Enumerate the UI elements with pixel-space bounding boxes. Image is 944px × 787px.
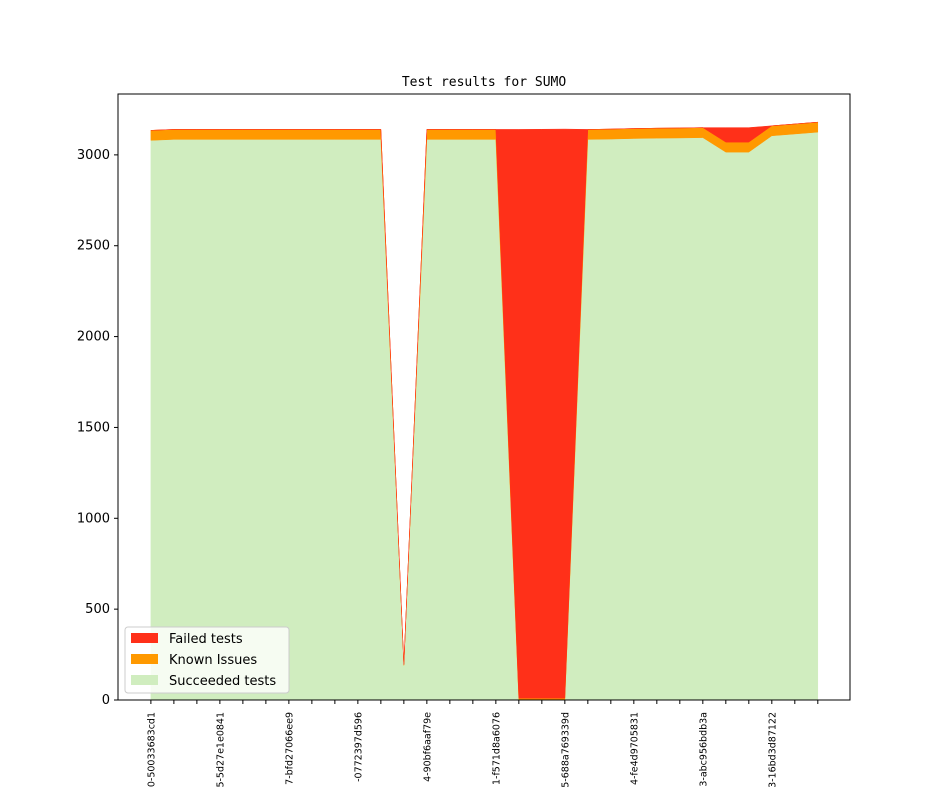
x-tick-label: 3-16bd3d87122 (767, 712, 778, 787)
legend-label-succeeded: Succeeded tests (169, 674, 276, 689)
area-succeeded-tests (150, 131, 819, 701)
y-tick-label: 1500 (77, 420, 110, 435)
y-tick-label: 0 (102, 693, 110, 708)
y-tick-label: 500 (85, 602, 110, 617)
x-tick-label: 5-5d27e1e0841 (215, 712, 226, 787)
legend-swatch-failed (131, 633, 158, 643)
chart-title: Test results for SUMO (402, 75, 567, 90)
legend: Failed tests Known Issues Succeeded test… (124, 626, 290, 694)
x-tick-label: 3-abc956bdb3a (698, 712, 709, 787)
x-tick-label: -0772397d596 (353, 712, 364, 782)
x-tick-label: 1-f571d8a6076 (491, 712, 502, 785)
legend-label-failed: Failed tests (169, 632, 243, 647)
y-tick-label: 2000 (77, 330, 110, 345)
x-tick-label: 4-90bf6aaf79e (422, 712, 433, 782)
plot-frame (117, 93, 851, 701)
y-tick-label: 1000 (77, 511, 110, 526)
x-tick-label: 7-bfd27066ee9 (284, 712, 295, 785)
legend-swatch-known (131, 654, 158, 664)
x-tick-label: 5-688a769339d (560, 712, 571, 787)
y-tick-label: 2500 (77, 239, 110, 254)
legend-box (124, 626, 290, 694)
legend-swatch-succeeded (131, 675, 158, 685)
x-tick-label: 0-50033683cd1 (146, 712, 157, 787)
legend-label-known: Known Issues (169, 653, 257, 668)
x-tick-label: 4-fe4d9705831 (629, 712, 640, 785)
y-tick-label: 3000 (77, 148, 110, 163)
